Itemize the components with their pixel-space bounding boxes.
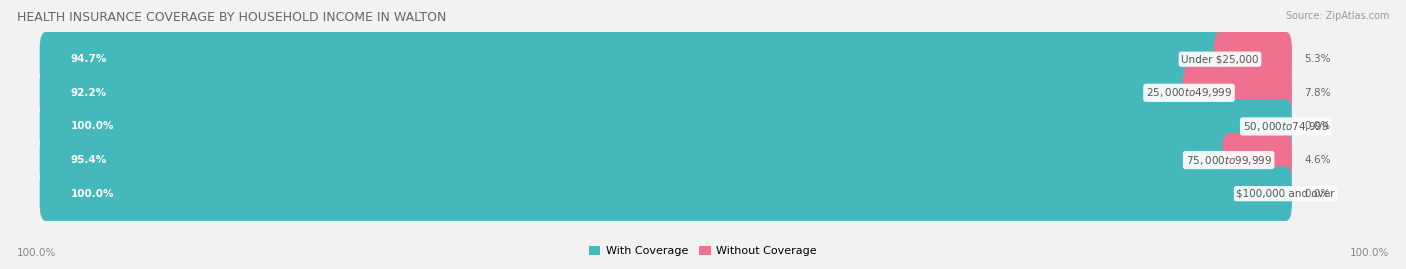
Text: $25,000 to $49,999: $25,000 to $49,999 — [1146, 86, 1232, 99]
Text: $75,000 to $99,999: $75,000 to $99,999 — [1185, 154, 1272, 167]
Text: $50,000 to $74,999: $50,000 to $74,999 — [1243, 120, 1329, 133]
FancyBboxPatch shape — [1182, 66, 1292, 120]
Text: Under $25,000: Under $25,000 — [1181, 54, 1258, 64]
FancyBboxPatch shape — [1222, 133, 1292, 187]
FancyBboxPatch shape — [39, 66, 1292, 120]
FancyBboxPatch shape — [39, 167, 1292, 221]
Text: 7.8%: 7.8% — [1305, 88, 1331, 98]
Text: 0.0%: 0.0% — [1305, 189, 1330, 199]
FancyBboxPatch shape — [39, 32, 1226, 86]
Text: 100.0%: 100.0% — [17, 248, 56, 258]
Legend: With Coverage, Without Coverage: With Coverage, Without Coverage — [589, 246, 817, 256]
FancyBboxPatch shape — [39, 99, 1292, 154]
FancyBboxPatch shape — [1213, 32, 1292, 86]
FancyBboxPatch shape — [39, 167, 1292, 221]
Text: 0.0%: 0.0% — [1305, 121, 1330, 132]
Text: 94.7%: 94.7% — [70, 54, 107, 64]
Text: 92.2%: 92.2% — [70, 88, 107, 98]
Text: 100.0%: 100.0% — [70, 121, 114, 132]
FancyBboxPatch shape — [39, 66, 1195, 120]
FancyBboxPatch shape — [39, 133, 1234, 187]
FancyBboxPatch shape — [39, 133, 1292, 187]
FancyBboxPatch shape — [39, 99, 1292, 154]
Text: 100.0%: 100.0% — [70, 189, 114, 199]
Text: $100,000 and over: $100,000 and over — [1236, 189, 1334, 199]
Text: 4.6%: 4.6% — [1305, 155, 1331, 165]
Text: 5.3%: 5.3% — [1305, 54, 1331, 64]
Text: Source: ZipAtlas.com: Source: ZipAtlas.com — [1285, 11, 1389, 21]
Text: 100.0%: 100.0% — [1350, 248, 1389, 258]
Text: HEALTH INSURANCE COVERAGE BY HOUSEHOLD INCOME IN WALTON: HEALTH INSURANCE COVERAGE BY HOUSEHOLD I… — [17, 11, 446, 24]
FancyBboxPatch shape — [39, 32, 1292, 86]
Text: 95.4%: 95.4% — [70, 155, 107, 165]
